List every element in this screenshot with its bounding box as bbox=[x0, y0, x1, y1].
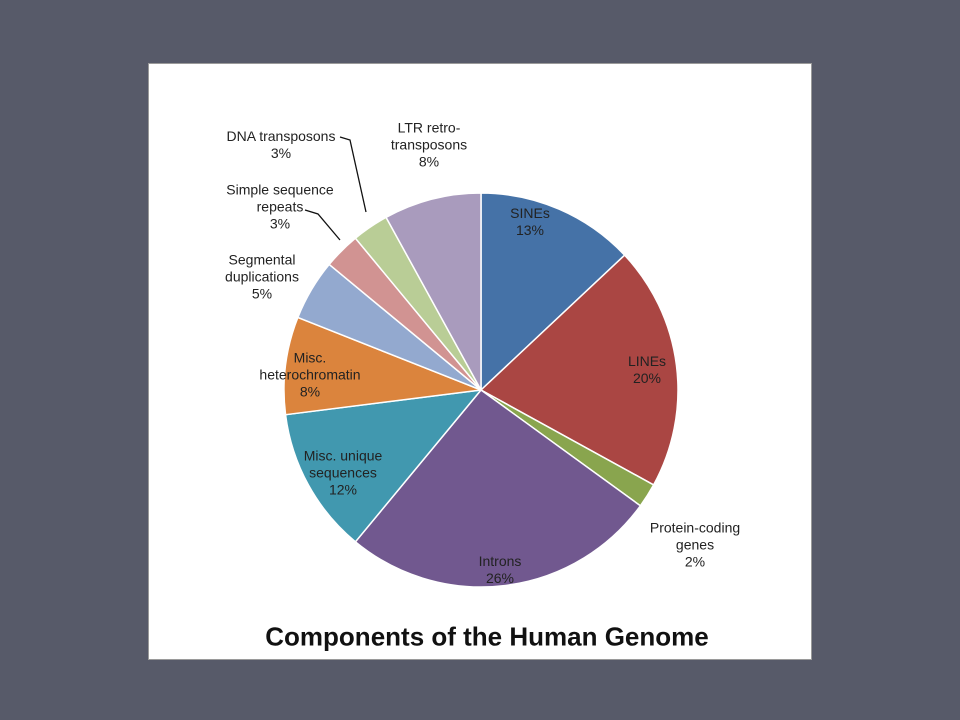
category-label: Simple sequence repeats bbox=[226, 181, 334, 215]
chart-title: Components of the Human Genome bbox=[265, 621, 709, 652]
category-label: Protein-coding genes bbox=[649, 519, 741, 553]
category-label: Introns bbox=[478, 553, 522, 569]
slice-label: Misc. heterochromatin 8% bbox=[259, 350, 360, 401]
slice-label: Segmental duplications 5% bbox=[225, 252, 299, 303]
category-label: Misc. heterochromatin bbox=[259, 349, 361, 383]
pie-slice bbox=[480, 192, 626, 392]
category-label: LINEs bbox=[627, 353, 667, 369]
value-label: 13% bbox=[515, 222, 545, 238]
category-label: LTR retro- transposons bbox=[390, 119, 468, 153]
pie-slice bbox=[283, 316, 482, 416]
value-label: 26% bbox=[485, 570, 515, 586]
pie-slice bbox=[354, 388, 642, 588]
value-label: 8% bbox=[299, 383, 321, 400]
value-label: 20% bbox=[632, 370, 662, 386]
value-label: 8% bbox=[418, 153, 440, 170]
category-label: SINEs bbox=[510, 205, 550, 221]
slice-label: Introns 26% bbox=[479, 553, 522, 587]
slice-label: LTR retro- transposons 8% bbox=[391, 120, 467, 171]
pie-slice bbox=[479, 254, 679, 486]
category-label: DNA transposons bbox=[226, 128, 336, 144]
value-label: 2% bbox=[684, 553, 706, 570]
value-label: 12% bbox=[328, 481, 358, 498]
slice-label: Misc. unique sequences 12% bbox=[304, 448, 383, 499]
leader-line bbox=[304, 209, 341, 241]
slice-label: Simple sequence repeats 3% bbox=[226, 182, 333, 233]
slice-label: LINEs 20% bbox=[628, 353, 666, 387]
pie-slice bbox=[385, 192, 482, 391]
leader-line bbox=[339, 136, 367, 213]
slice-label: DNA transposons 3% bbox=[227, 128, 336, 162]
slice-label: Protein-coding genes 2% bbox=[650, 520, 740, 571]
category-label: Segmental duplications bbox=[225, 251, 299, 285]
slice-label: SINEs 13% bbox=[510, 205, 550, 239]
value-label: 5% bbox=[251, 285, 273, 302]
pie-slice bbox=[284, 389, 483, 543]
value-label: 3% bbox=[270, 145, 292, 161]
value-label: 3% bbox=[269, 215, 291, 232]
category-label: Misc. unique sequences bbox=[303, 447, 383, 481]
